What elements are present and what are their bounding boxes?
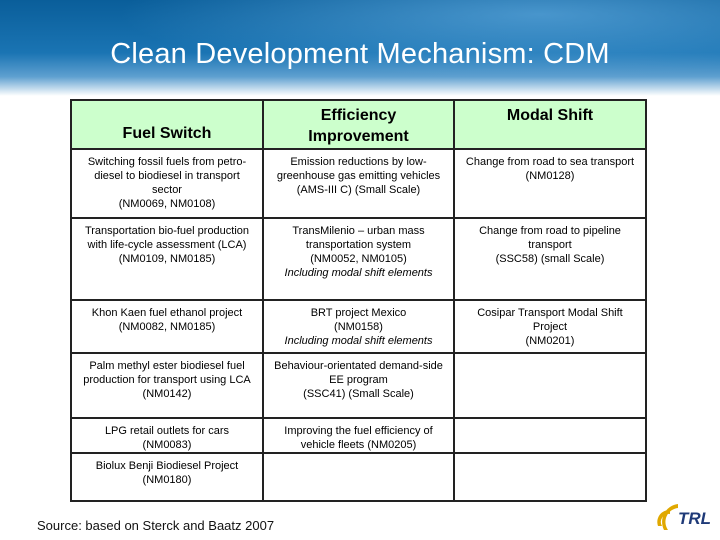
table-cell-modal-shift: Change from road to pipeline transport (S… bbox=[453, 217, 647, 301]
cell-text-line: Change from road to pipeline transport bbox=[479, 225, 621, 251]
cell-text-line: TransMilenio – urban mass transportation… bbox=[292, 225, 425, 251]
header-fuel-switch: Fuel Switch bbox=[70, 99, 264, 150]
cell-text-line: Palm methyl ester biodiesel fuel product… bbox=[83, 360, 251, 386]
table-cell-modal-shift bbox=[453, 352, 647, 419]
cell-text-line: Behaviour-orientated demand-side EE prog… bbox=[274, 360, 443, 386]
cell-text-line: Transportation bio-fuel production with … bbox=[84, 225, 250, 251]
cell-text-line: (NM0201) bbox=[525, 335, 575, 347]
table-cell-modal-shift: Cosipar Transport Modal Shift Project (NM… bbox=[453, 299, 647, 354]
table-cell-fuel-switch: Palm methyl ester biodiesel fuel product… bbox=[70, 352, 264, 419]
table-cell-efficiency-improvement: Improving the fuel efficiency of vehicle… bbox=[262, 417, 455, 454]
table-row: LPG retail outlets for cars (NM0083) Impro… bbox=[70, 417, 647, 454]
table-cell-efficiency-improvement: TransMilenio – urban mass transportation… bbox=[262, 217, 455, 301]
cell-text-line: Biolux Benji Biodiesel Project bbox=[95, 460, 239, 472]
table-row: Biolux Benji Biodiesel Project (NM0180) bbox=[70, 452, 647, 502]
cell-text-line: (SSC58) (small Scale) bbox=[495, 253, 605, 265]
table-cell-efficiency-improvement: Emission reductions by low-greenhouse ga… bbox=[262, 148, 455, 219]
table-cell-efficiency-improvement: Behaviour-orientated demand-side EE prog… bbox=[262, 352, 455, 419]
cell-text-line: LPG retail outlets for cars bbox=[104, 425, 230, 437]
cell-text-line: (NM0052, NM0105) bbox=[310, 253, 407, 265]
cell-text-line: (NM0069, NM0108) bbox=[118, 198, 216, 210]
cell-text-line: (NM0109, NM0185) bbox=[118, 253, 216, 265]
cell-text-line: BRT project Mexico bbox=[310, 307, 407, 319]
table-cell-modal-shift: Change from road to sea transport (NM0128… bbox=[453, 148, 647, 219]
table-cell-efficiency-improvement bbox=[262, 452, 455, 502]
trl-logo-icon: TRL bbox=[657, 504, 711, 530]
table-cell-fuel-switch: Transportation bio-fuel production with … bbox=[70, 217, 264, 301]
cell-text-line: (NM0142) bbox=[142, 388, 192, 400]
cell-text-line: Including modal shift elements bbox=[284, 267, 433, 279]
cell-text-line: (NM0180) bbox=[142, 474, 192, 486]
cell-text-line: Emission reductions by low-greenhouse ga… bbox=[276, 156, 441, 196]
table-cell-modal-shift bbox=[453, 452, 647, 502]
cell-text-line: (NM0083) bbox=[142, 439, 192, 451]
cell-text-line: Improving the fuel efficiency of vehicle… bbox=[284, 425, 433, 451]
table-header-row: Fuel Switch Efficiency Improvement Modal… bbox=[70, 99, 647, 150]
logo-text: TRL bbox=[678, 509, 711, 528]
table-cell-fuel-switch: Khon Kaen fuel ethanol project (NM0082, N… bbox=[70, 299, 264, 354]
table-row: Transportation bio-fuel production with … bbox=[70, 217, 647, 301]
cell-text-line: (NM0128) bbox=[525, 170, 575, 182]
cell-text-line: Switching fossil fuels from petro-diesel… bbox=[87, 156, 247, 196]
cell-text-line: (NM0158) bbox=[334, 321, 383, 333]
table-cell-modal-shift bbox=[453, 417, 647, 454]
cell-text-line: (NM0082, NM0185) bbox=[118, 321, 216, 333]
header-shine bbox=[0, 0, 720, 96]
table-row: Palm methyl ester biodiesel fuel product… bbox=[70, 352, 647, 419]
table-cell-fuel-switch: Switching fossil fuels from petro-diesel… bbox=[70, 148, 264, 219]
cell-text-line: Including modal shift elements bbox=[284, 335, 433, 347]
cell-text-line: Khon Kaen fuel ethanol project bbox=[91, 307, 243, 319]
cell-text-line: Cosipar Transport Modal Shift Project bbox=[477, 307, 623, 333]
header-efficiency-improvement: Efficiency Improvement bbox=[262, 99, 455, 150]
table-cell-fuel-switch: LPG retail outlets for cars (NM0083) bbox=[70, 417, 264, 454]
cell-text-line: (SSC41) (Small Scale) bbox=[303, 388, 414, 400]
table-cell-fuel-switch: Biolux Benji Biodiesel Project (NM0180) bbox=[70, 452, 264, 502]
cdm-table: Fuel Switch Efficiency Improvement Modal… bbox=[70, 99, 647, 502]
table-row: Khon Kaen fuel ethanol project (NM0082, N… bbox=[70, 299, 647, 354]
source-note: Source: based on Sterck and Baatz 2007 bbox=[37, 518, 275, 533]
header-modal-shift: Modal Shift bbox=[453, 99, 647, 150]
cell-text-line: Change from road to sea transport bbox=[465, 156, 635, 168]
table-cell-efficiency-improvement: BRT project Mexico (NM0158) Including moda… bbox=[262, 299, 455, 354]
slide-title: Clean Development Mechanism: CDM bbox=[110, 38, 610, 70]
table-row: Switching fossil fuels from petro-diesel… bbox=[70, 148, 647, 219]
